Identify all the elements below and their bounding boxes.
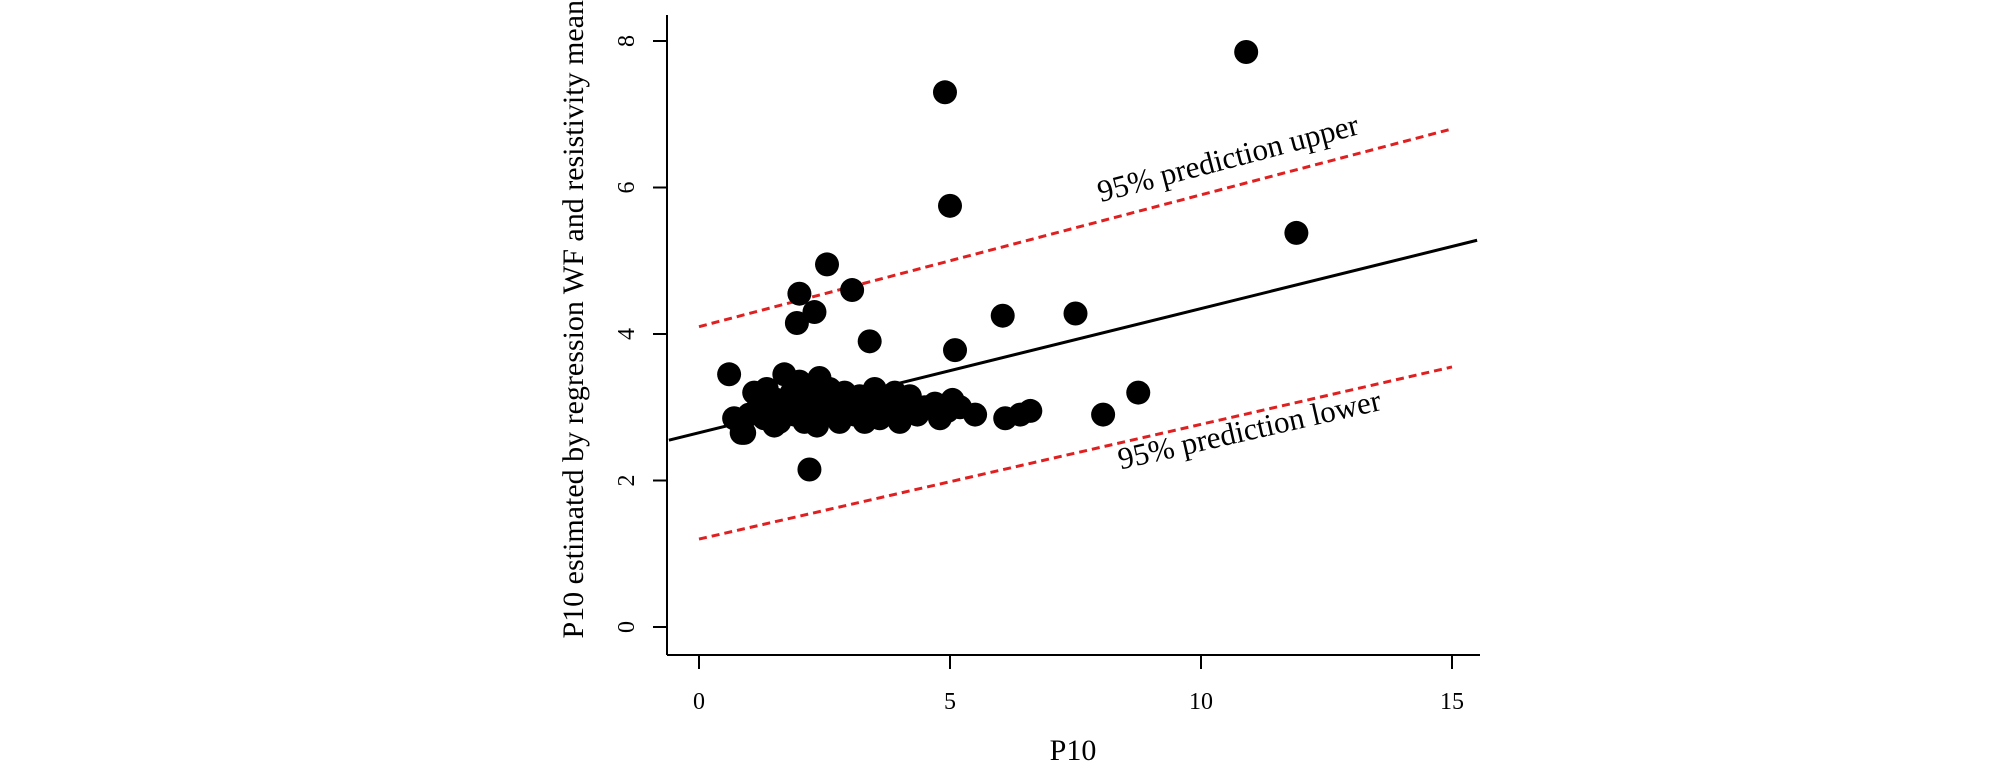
data-point	[857, 329, 882, 354]
y-tick-label: 6	[614, 182, 640, 194]
x-tick-label: 10	[1189, 689, 1213, 715]
data-point	[717, 362, 742, 387]
data-point	[802, 300, 827, 325]
data-point	[762, 413, 787, 438]
data-point	[1091, 402, 1116, 427]
data-point	[943, 338, 968, 363]
data-point	[963, 402, 988, 427]
data-point	[797, 457, 822, 482]
x-tick-label: 5	[944, 689, 956, 715]
data-point	[1126, 380, 1151, 405]
data-point	[1063, 301, 1088, 326]
prediction-annotation: 95% prediction upper	[1093, 107, 1362, 209]
data-points	[717, 39, 1309, 482]
data-point	[932, 80, 957, 105]
prediction-band-line	[698, 365, 1453, 541]
annotations: 95% prediction upper 95% prediction lower	[1093, 107, 1384, 477]
x-axis-ticks: 0 5 10 15	[693, 655, 1464, 715]
y-axis-title: P10 estimated by regression WF and resis…	[557, 0, 590, 639]
prediction-annotation: 95% prediction lower	[1114, 382, 1384, 476]
fit-lines	[668, 127, 1478, 541]
data-point	[1018, 398, 1043, 423]
x-tick-label: 15	[1440, 689, 1464, 715]
x-tick-label: 0	[693, 689, 705, 715]
data-point	[990, 303, 1015, 328]
x-axis-title: P10	[1050, 734, 1097, 767]
data-point	[1284, 220, 1309, 245]
data-point	[840, 278, 865, 303]
y-tick-label: 0	[614, 621, 640, 633]
data-point	[784, 311, 809, 336]
data-point	[815, 252, 840, 277]
y-tick-label: 2	[614, 475, 640, 487]
y-axis-ticks: 0 2 4 6 8	[614, 35, 667, 633]
y-tick-label: 8	[614, 35, 640, 47]
data-point	[787, 281, 812, 306]
prediction-band-line	[698, 127, 1453, 329]
data-point	[938, 193, 962, 218]
plot-frame	[666, 15, 1480, 656]
data-point	[732, 420, 757, 445]
data-point	[1234, 39, 1259, 64]
y-tick-label: 4	[614, 328, 640, 340]
